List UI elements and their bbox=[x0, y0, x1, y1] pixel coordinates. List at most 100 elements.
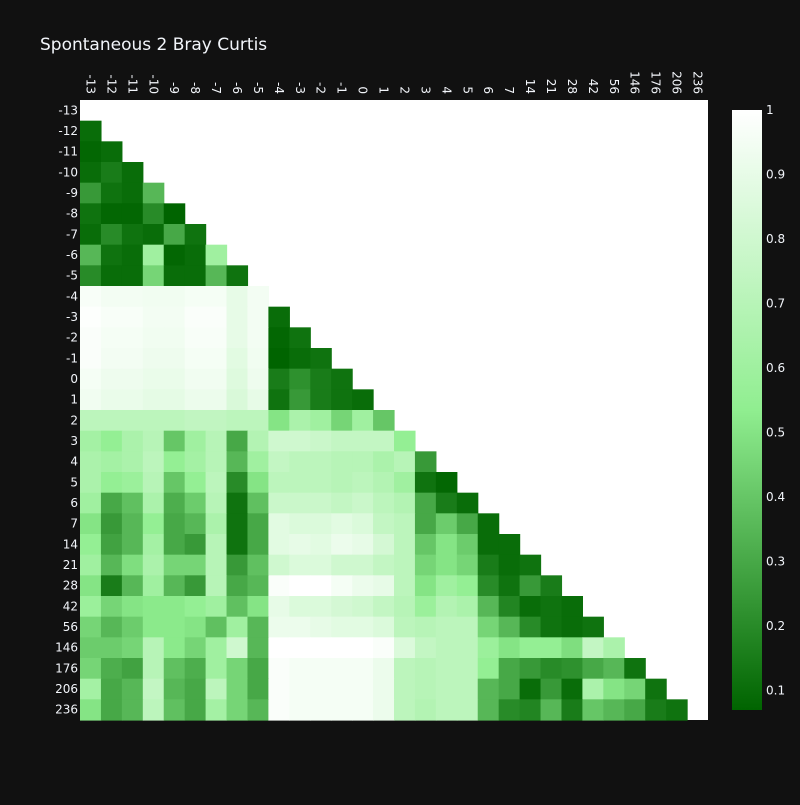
heatmap-cell bbox=[561, 699, 583, 721]
heatmap-cell bbox=[373, 430, 395, 452]
heatmap-cell bbox=[331, 699, 353, 721]
heatmap-cell bbox=[163, 554, 186, 576]
heatmap-cell bbox=[80, 410, 102, 432]
colorbar-tick-label: 0.7 bbox=[766, 297, 785, 311]
heatmap-cell bbox=[100, 575, 123, 597]
heatmap-cell bbox=[80, 637, 102, 659]
y-tick-label: -13 bbox=[58, 103, 78, 117]
heatmap-cell bbox=[205, 596, 228, 618]
heatmap-cell bbox=[205, 451, 228, 473]
heatmap-cell bbox=[226, 410, 249, 432]
heatmap-cell bbox=[121, 327, 144, 349]
heatmap-cell bbox=[226, 472, 249, 494]
heatmap-cell bbox=[226, 637, 249, 659]
heatmap-cell bbox=[310, 389, 332, 411]
heatmap-cell bbox=[184, 616, 207, 638]
x-tick-label: 56 bbox=[607, 79, 621, 94]
y-tick-label: -4 bbox=[66, 289, 78, 303]
heatmap-cell bbox=[456, 492, 479, 514]
heatmap-cell bbox=[80, 368, 102, 390]
heatmap-cell bbox=[414, 472, 437, 494]
heatmap-cell bbox=[331, 430, 353, 452]
x-tick-label: 21 bbox=[544, 79, 558, 94]
heatmap-cell bbox=[603, 658, 625, 680]
heatmap-cell bbox=[561, 658, 583, 680]
heatmap-cell bbox=[498, 699, 521, 721]
heatmap-cell bbox=[184, 348, 207, 370]
y-tick-label: 206 bbox=[55, 682, 78, 696]
x-tick-label: 176 bbox=[649, 71, 663, 94]
heatmap-cell bbox=[142, 327, 165, 349]
heatmap-cell bbox=[310, 699, 332, 721]
heatmap-cell bbox=[414, 554, 437, 576]
heatmap-cell bbox=[352, 658, 374, 680]
heatmap-cell bbox=[205, 575, 228, 597]
x-tick-label: 236 bbox=[691, 71, 705, 94]
heatmap-cell bbox=[184, 678, 207, 700]
heatmap-cell bbox=[310, 410, 332, 432]
heatmap-cell bbox=[645, 678, 667, 700]
heatmap-cell bbox=[142, 637, 165, 659]
heatmap-cell bbox=[121, 451, 144, 473]
heatmap-cell bbox=[163, 286, 186, 308]
heatmap-cell bbox=[582, 616, 604, 638]
heatmap-cell bbox=[268, 472, 290, 494]
heatmap-cell bbox=[373, 678, 395, 700]
heatmap-cell bbox=[310, 616, 332, 638]
heatmap-cell bbox=[121, 658, 144, 680]
heatmap-cell bbox=[352, 575, 374, 597]
heatmap-cell bbox=[184, 224, 207, 246]
heatmap-cell bbox=[352, 430, 374, 452]
heatmap-cell bbox=[100, 658, 123, 680]
y-tick-label: -12 bbox=[58, 124, 78, 138]
heatmap-cell bbox=[226, 699, 249, 721]
heatmap-cell bbox=[519, 678, 542, 700]
heatmap-cell bbox=[268, 658, 290, 680]
y-tick-label: -8 bbox=[66, 207, 78, 221]
heatmap-cell bbox=[184, 410, 207, 432]
heatmap-cell bbox=[226, 451, 249, 473]
y-tick-label: -9 bbox=[66, 186, 78, 200]
colorbar-tick-label: 0.1 bbox=[766, 684, 785, 698]
x-tick-label: 3 bbox=[418, 86, 432, 94]
heatmap-cell bbox=[100, 389, 123, 411]
heatmap-cell bbox=[142, 492, 165, 514]
heatmap-cell bbox=[226, 430, 249, 452]
heatmap-cell bbox=[268, 678, 290, 700]
heatmap-cell bbox=[226, 513, 249, 535]
heatmap-cell bbox=[80, 554, 102, 576]
heatmap-cell bbox=[163, 472, 186, 494]
heatmap-cell bbox=[582, 658, 604, 680]
heatmap-cell bbox=[247, 534, 269, 556]
heatmap-cell bbox=[498, 616, 521, 638]
heatmap-cell bbox=[142, 389, 165, 411]
y-axis-ticks: -13-12-11-10-9-8-7-6-5-4-3-2-10123456714… bbox=[55, 103, 78, 716]
heatmap-cell bbox=[184, 286, 207, 308]
heatmap-cell bbox=[184, 430, 207, 452]
heatmap-cell bbox=[289, 637, 311, 659]
heatmap-cell bbox=[121, 265, 144, 287]
heatmap-cell bbox=[247, 306, 269, 328]
heatmap-cell bbox=[184, 327, 207, 349]
heatmap-cell bbox=[205, 534, 228, 556]
heatmap-cell bbox=[603, 637, 625, 659]
heatmap-cell bbox=[498, 637, 521, 659]
heatmap-cell bbox=[561, 637, 583, 659]
heatmap-cell bbox=[331, 389, 353, 411]
heatmap-cell bbox=[414, 513, 437, 535]
heatmap-cell bbox=[331, 451, 353, 473]
heatmap-cell bbox=[226, 534, 249, 556]
heatmap-cell bbox=[100, 286, 123, 308]
y-tick-label: -11 bbox=[58, 145, 78, 159]
y-tick-label: -2 bbox=[66, 331, 78, 345]
heatmap-cell bbox=[414, 534, 437, 556]
heatmap-cell bbox=[394, 451, 416, 473]
heatmap-cell bbox=[352, 554, 374, 576]
heatmap-cell bbox=[352, 678, 374, 700]
heatmap-cell bbox=[310, 658, 332, 680]
heatmap-cell bbox=[456, 596, 479, 618]
heatmap-cell bbox=[226, 596, 249, 618]
x-tick-label: -11 bbox=[125, 74, 139, 94]
heatmap-cell bbox=[205, 472, 228, 494]
heatmap-cell bbox=[414, 492, 437, 514]
